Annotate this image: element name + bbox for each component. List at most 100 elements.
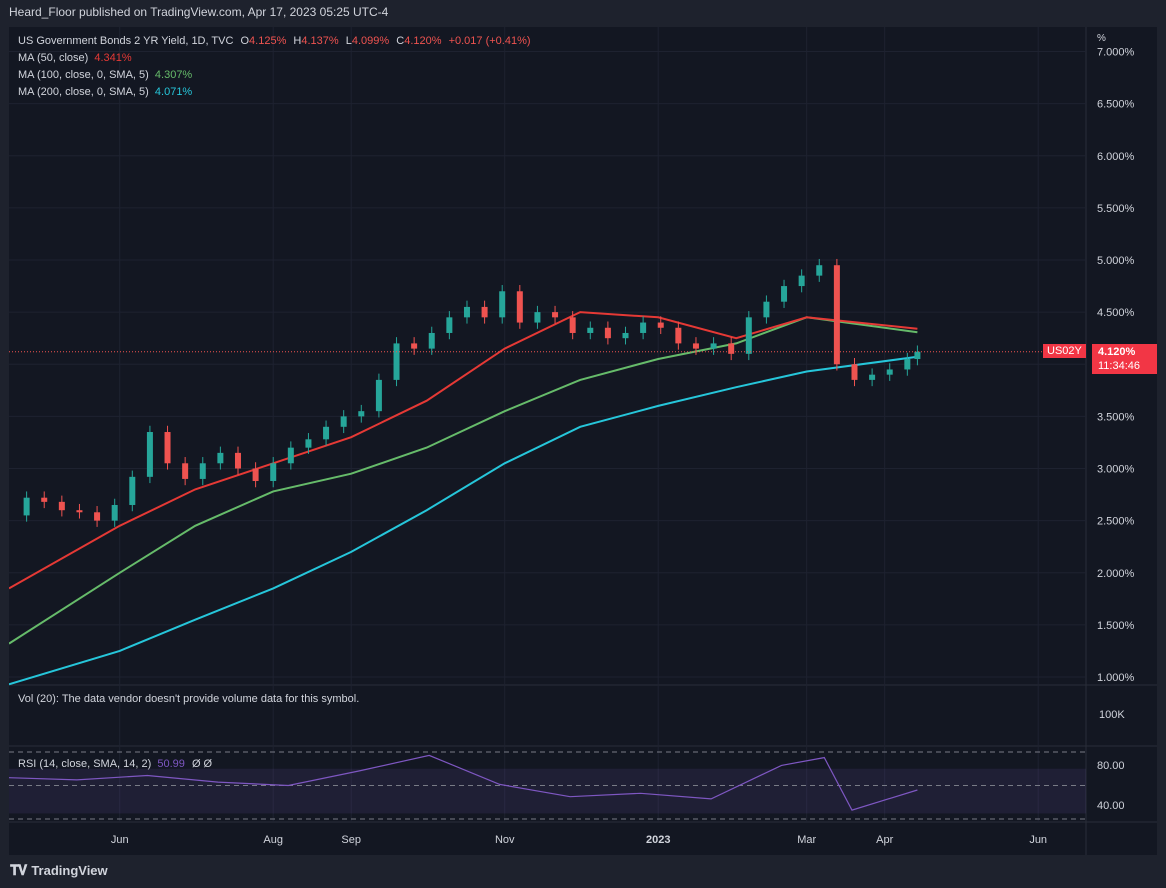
- candle-body[interactable]: [781, 286, 788, 302]
- legend-ma50-value: 4.341%: [94, 52, 132, 64]
- candle-body[interactable]: [393, 343, 400, 380]
- time-tick-label: Apr: [876, 834, 893, 846]
- candle-body[interactable]: [323, 426, 330, 440]
- legend-low: 4.099%: [351, 35, 390, 47]
- legend-symbol-row: US Government Bonds 2 YR Yield, 1D, TVC …: [18, 33, 531, 50]
- candle-body[interactable]: [728, 343, 735, 354]
- time-tick-label: Nov: [495, 834, 515, 846]
- volume-message: Vol (20): The data vendor doesn't provid…: [18, 693, 360, 705]
- candle-body[interactable]: [569, 317, 576, 333]
- rsi-tick-label: 40.00: [1097, 800, 1125, 812]
- candle-body[interactable]: [640, 322, 647, 333]
- legend-ma200-row[interactable]: MA (200, close, 0, SMA, 5) 4.071%: [18, 84, 531, 101]
- candle-body[interactable]: [463, 306, 470, 318]
- rsi-tick-label: 80.00: [1097, 760, 1125, 772]
- symbol-tag: US02Y: [1043, 344, 1086, 358]
- candle-body[interactable]: [552, 312, 559, 318]
- price-tick-label: 3.500%: [1097, 411, 1135, 423]
- candle-body[interactable]: [692, 343, 699, 349]
- candle-body[interactable]: [111, 504, 118, 521]
- volume-axis-tick: 100K: [1099, 709, 1125, 721]
- candle-body[interactable]: [76, 510, 83, 513]
- candle-body[interactable]: [816, 265, 823, 276]
- candle-body[interactable]: [604, 327, 611, 339]
- candle-body[interactable]: [534, 312, 541, 323]
- legend-ma100-label: MA (100, close, 0, SMA, 5): [18, 69, 149, 81]
- price-tick-label: 7.000%: [1097, 47, 1135, 59]
- candle-body[interactable]: [587, 327, 594, 333]
- candle-body[interactable]: [886, 369, 893, 375]
- ma200-line[interactable]: [9, 355, 918, 686]
- candle-body[interactable]: [622, 332, 629, 339]
- candle-body[interactable]: [217, 452, 224, 464]
- price-tick-label: 6.500%: [1097, 99, 1135, 111]
- candle-body[interactable]: [199, 463, 206, 479]
- time-tick-label: 2023: [646, 834, 670, 846]
- chart-svg[interactable]: 7.000%6.500%6.000%5.500%5.000%4.500%4.00…: [9, 27, 1157, 855]
- candle-body[interactable]: [914, 351, 921, 360]
- legend-ma200-value: 4.071%: [154, 86, 193, 98]
- candle-body[interactable]: [869, 374, 876, 380]
- candle-body[interactable]: [516, 291, 523, 323]
- candle-body[interactable]: [411, 343, 418, 349]
- candle-body[interactable]: [675, 327, 682, 344]
- legend-high-label: H: [293, 35, 302, 47]
- time-tick-label: Jun: [111, 834, 129, 846]
- ma50-line[interactable]: [9, 311, 918, 590]
- candle-body[interactable]: [94, 512, 101, 521]
- price-tick-label: 4.500%: [1097, 307, 1135, 319]
- candle-body[interactable]: [375, 379, 382, 412]
- candle-body[interactable]: [164, 432, 171, 464]
- candle-body[interactable]: [305, 439, 312, 448]
- legend-ma50-row[interactable]: MA (50, close) 4.341%: [18, 50, 531, 67]
- candle-body[interactable]: [745, 317, 752, 354]
- candle-body[interactable]: [833, 265, 840, 365]
- candle-body[interactable]: [798, 275, 805, 287]
- legend: US Government Bonds 2 YR Yield, 1D, TVC …: [18, 33, 531, 101]
- candle-body[interactable]: [340, 416, 347, 427]
- candle-body[interactable]: [904, 359, 911, 370]
- candle-body[interactable]: [358, 411, 365, 417]
- time-tick-label: Sep: [341, 834, 361, 846]
- time-tick-label: Aug: [263, 834, 283, 846]
- candle-body[interactable]: [287, 447, 294, 464]
- rsi-legend[interactable]: RSI (14, close, SMA, 14, 2) 50.99 Ø Ø: [18, 756, 212, 773]
- candle-body[interactable]: [763, 301, 770, 318]
- candle-body[interactable]: [129, 476, 136, 505]
- legend-high: 4.137%: [301, 35, 339, 47]
- candle-body[interactable]: [234, 452, 241, 469]
- rsi-line[interactable]: [9, 754, 918, 811]
- candle-body[interactable]: [270, 463, 277, 482]
- legend-ma100-row[interactable]: MA (100, close, 0, SMA, 5) 4.307%: [18, 67, 531, 84]
- candle-body[interactable]: [182, 463, 189, 479]
- candle-body[interactable]: [499, 291, 506, 318]
- ma100-line[interactable]: [9, 316, 918, 645]
- price-tick-label: 2.500%: [1097, 516, 1135, 528]
- price-tag: 4.120% 11:34:46: [1092, 344, 1157, 374]
- footer[interactable]: 𝐓𝐕 TradingView: [10, 862, 108, 879]
- rsi-label: RSI (14, close, SMA, 14, 2): [18, 758, 152, 770]
- candle-body[interactable]: [146, 432, 153, 477]
- time-tick-label: Mar: [797, 834, 816, 846]
- legend-open: 4.125%: [249, 35, 287, 47]
- chart-area[interactable]: 7.000%6.500%6.000%5.500%5.000%4.500%4.00…: [9, 27, 1157, 855]
- candle-body[interactable]: [428, 332, 435, 349]
- legend-symbol[interactable]: US Government Bonds 2 YR Yield, 1D, TVC: [18, 35, 234, 47]
- candle-body[interactable]: [58, 501, 65, 511]
- price-tick-label: 5.500%: [1097, 203, 1135, 215]
- volume-legend[interactable]: Vol (20): The data vendor doesn't provid…: [18, 691, 359, 708]
- candle-body[interactable]: [23, 497, 30, 516]
- legend-ma50-label: MA (50, close): [18, 52, 89, 64]
- candle-body[interactable]: [657, 322, 664, 328]
- price-tick-label: 3.000%: [1097, 464, 1135, 476]
- candle-body[interactable]: [446, 317, 453, 333]
- candle-body[interactable]: [851, 364, 858, 380]
- unit-label: %: [1097, 33, 1106, 44]
- candle-body[interactable]: [252, 468, 259, 482]
- rsi-extra: Ø Ø: [191, 758, 213, 770]
- candle-body[interactable]: [41, 497, 48, 502]
- candle-body[interactable]: [481, 306, 488, 318]
- legend-low-label: L: [345, 35, 352, 47]
- candle-body[interactable]: [710, 343, 717, 349]
- price-tick-label: 5.000%: [1097, 255, 1135, 267]
